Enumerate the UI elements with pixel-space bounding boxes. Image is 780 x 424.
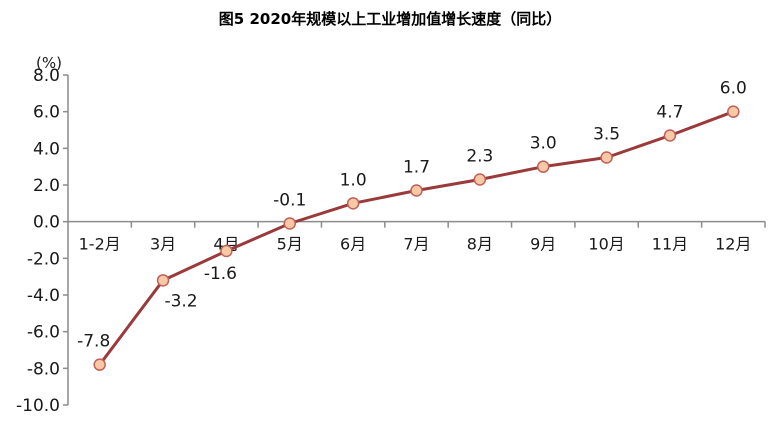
x-category-label: 11月 [652, 235, 688, 254]
x-category-label: 7月 [403, 235, 429, 254]
data-point-marker [156, 274, 170, 287]
data-point-marker [346, 197, 360, 210]
data-label: 3.5 [593, 125, 620, 145]
y-tick-label: 8.0 [33, 66, 60, 86]
data-label: -1.6 [204, 264, 237, 284]
data-point-marker [473, 173, 487, 186]
x-category-label: 3月 [150, 235, 176, 254]
data-point-marker [283, 217, 297, 230]
data-label: 6.0 [720, 79, 747, 99]
y-tick-label: -4.0 [27, 286, 60, 306]
y-tick-label: -10.0 [16, 396, 60, 416]
data-point-marker [663, 129, 677, 142]
data-label: -3.2 [164, 291, 197, 311]
data-point-marker [536, 160, 550, 173]
x-category-label: 1-2月 [79, 235, 121, 254]
data-point-marker [93, 358, 106, 371]
chart-title: 图5 2020年规模以上工业增加值增长速度（同比） [218, 10, 562, 28]
y-tick-label: -6.0 [27, 323, 60, 343]
y-axis-unit: (%) [36, 54, 62, 72]
data-label: -0.1 [273, 191, 306, 211]
y-tick-label: 4.0 [33, 139, 60, 159]
x-category-label: 9月 [530, 235, 556, 254]
y-tick-label: 2.0 [33, 176, 60, 196]
x-category-label: 6月 [340, 235, 366, 254]
y-tick-label: 6.0 [33, 103, 60, 123]
data-point-marker [410, 184, 423, 197]
y-tick-label: -2.0 [27, 249, 60, 269]
data-label: 1.7 [403, 158, 430, 178]
data-label: 2.3 [466, 147, 493, 167]
x-category-label: 8月 [467, 235, 493, 254]
x-category-label: 5月 [277, 235, 303, 254]
y-tick-label: 0.0 [33, 213, 60, 233]
data-point-marker [220, 244, 233, 258]
x-category-label: 10月 [588, 235, 624, 254]
data-label: -7.8 [77, 332, 110, 352]
data-label: 1.0 [340, 170, 367, 190]
data-point-marker [600, 151, 613, 164]
data-label: 3.0 [530, 134, 557, 154]
data-label: 4.7 [656, 103, 683, 123]
x-category-label: 12月 [715, 235, 751, 254]
data-point-marker [727, 105, 740, 118]
y-tick-label: -8.0 [27, 359, 60, 379]
